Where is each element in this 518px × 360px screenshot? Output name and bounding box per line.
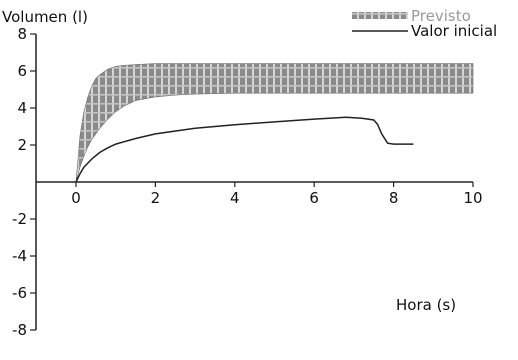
x-axis-title: Hora (s)	[396, 296, 456, 314]
y-tick-label: 2	[17, 136, 27, 154]
x-tick-label: 2	[151, 189, 161, 207]
x-tick-label: 4	[230, 189, 240, 207]
x-ticks: 0 2 4 6 8 10	[71, 182, 483, 207]
x-tick-label: 6	[309, 189, 319, 207]
legend-label-valor-inicial: Valor inicial	[411, 22, 497, 40]
y-ticks: -8 -6 -4 -2 2 4 6 8	[12, 25, 36, 339]
y-tick-label: -2	[12, 210, 27, 228]
series-previsto-band	[75, 63, 474, 183]
series-valor-inicial-line	[75, 116, 414, 183]
y-tick-label: -6	[12, 284, 27, 302]
x-tick-label: 0	[71, 189, 81, 207]
legend-swatch-previsto	[352, 12, 408, 19]
y-tick-label: 8	[17, 25, 27, 43]
y-axis-title: Volumen (l)	[2, 8, 88, 26]
y-tick-label: -8	[12, 321, 27, 339]
legend: Previsto Valor inicial	[352, 7, 497, 40]
x-tick-label: 10	[463, 189, 482, 207]
y-tick-label: 6	[17, 62, 27, 80]
legend-label-previsto: Previsto	[411, 7, 471, 25]
line-layer	[75, 116, 414, 183]
y-tick-label: -4	[12, 247, 27, 265]
y-tick-label: 4	[17, 99, 27, 117]
band-layer	[75, 63, 474, 183]
x-tick-label: 8	[389, 189, 399, 207]
